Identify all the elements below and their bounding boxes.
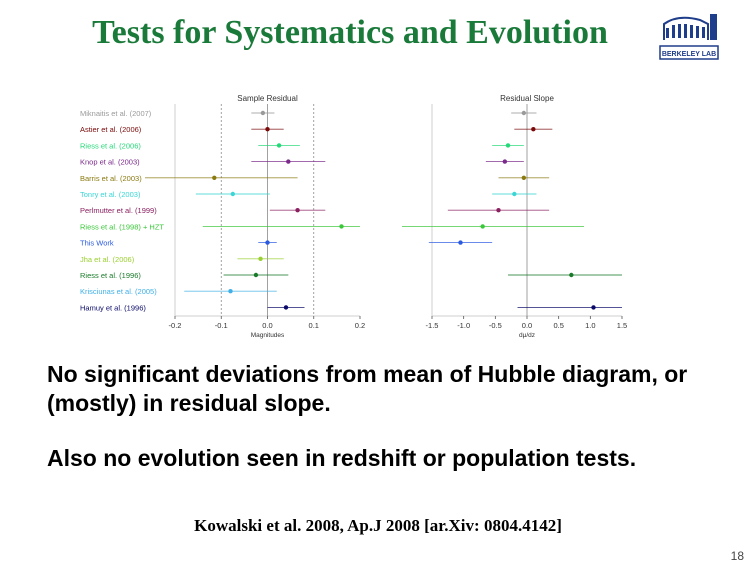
data-point bbox=[521, 175, 527, 180]
x-tick-label: 0.1 bbox=[309, 321, 319, 330]
x-axis-label: dμ/dz bbox=[519, 332, 535, 339]
row-label: This Work bbox=[80, 239, 114, 248]
x-tick-label: -1.0 bbox=[457, 321, 470, 330]
data-point bbox=[276, 143, 282, 148]
data-point bbox=[521, 110, 527, 116]
x-tick-label: -1.5 bbox=[426, 321, 439, 330]
data-point bbox=[295, 208, 300, 213]
data-point bbox=[265, 127, 270, 132]
data-point bbox=[505, 143, 511, 148]
x-tick-label: -0.5 bbox=[489, 321, 502, 330]
row-label: Perlmutter et al. (1999) bbox=[80, 206, 157, 215]
panel-title: Residual Slope bbox=[500, 94, 554, 103]
data-point bbox=[512, 191, 517, 197]
paragraph-evolution: Also no evolution seen in redshift or po… bbox=[47, 445, 637, 471]
x-tick-label: -0.2 bbox=[169, 321, 182, 330]
data-point bbox=[569, 272, 574, 278]
row-label: Knop et al. (2003) bbox=[80, 158, 140, 167]
x-tick-label: -0.1 bbox=[215, 321, 228, 330]
data-point bbox=[253, 272, 259, 278]
x-tick-label: 1.0 bbox=[585, 321, 595, 330]
page-number: 18 bbox=[730, 549, 744, 563]
data-point bbox=[458, 240, 463, 245]
data-point bbox=[230, 191, 236, 197]
row-label: Riess et al. (1998) + HZT bbox=[80, 222, 164, 231]
slide-title: Tests for Systematics and Evolution bbox=[92, 14, 608, 51]
data-point bbox=[339, 224, 344, 229]
citation: Kowalski et al. 2008, Ap.J 2008 [ar.Xiv:… bbox=[194, 516, 562, 535]
berkeley-lab-logo: BERKELEY LAB bbox=[658, 10, 720, 64]
residual-charts: Miknaitis et al. (2007) Astier et al. (20… bbox=[80, 94, 627, 339]
data-point bbox=[286, 159, 291, 164]
data-point bbox=[265, 240, 270, 245]
x-tick-label: 0.2 bbox=[355, 321, 365, 330]
data-point bbox=[531, 127, 536, 132]
row-label: Astier et al. (2006) bbox=[80, 125, 142, 134]
data-point bbox=[260, 110, 266, 116]
data-point bbox=[258, 256, 263, 261]
paragraph-deviations: No significant deviations from mean of H… bbox=[47, 361, 688, 416]
row-label: Hamuy et al. (1996) bbox=[80, 303, 146, 312]
row-label: Jha et al. (2006) bbox=[80, 255, 135, 264]
row-label: Barris et al. (2003) bbox=[80, 174, 142, 183]
row-label: Miknaitis et al. (2007) bbox=[80, 109, 152, 118]
x-tick-label: 0.5 bbox=[553, 321, 563, 330]
row-label: Riess et al. (1996) bbox=[80, 271, 141, 280]
data-point bbox=[496, 208, 501, 213]
data-point bbox=[283, 305, 289, 310]
data-point bbox=[591, 305, 596, 310]
data-point bbox=[228, 289, 233, 294]
panel-title: Sample Residual bbox=[237, 94, 298, 103]
row-label: Krisciunas et al. (2005) bbox=[80, 287, 157, 296]
data-point bbox=[502, 159, 508, 164]
logo-text: BERKELEY LAB bbox=[662, 51, 716, 58]
row-label: Tonry et al. (2003) bbox=[80, 190, 141, 199]
x-tick-label: 0.0 bbox=[522, 321, 532, 330]
x-axis-label: Magnitudes bbox=[251, 332, 285, 339]
x-tick-label: 0.0 bbox=[262, 321, 272, 330]
x-tick-label: 1.5 bbox=[617, 321, 627, 330]
data-point bbox=[212, 175, 217, 180]
row-label: Riess et al. (2006) bbox=[80, 141, 141, 150]
data-point bbox=[480, 224, 485, 229]
